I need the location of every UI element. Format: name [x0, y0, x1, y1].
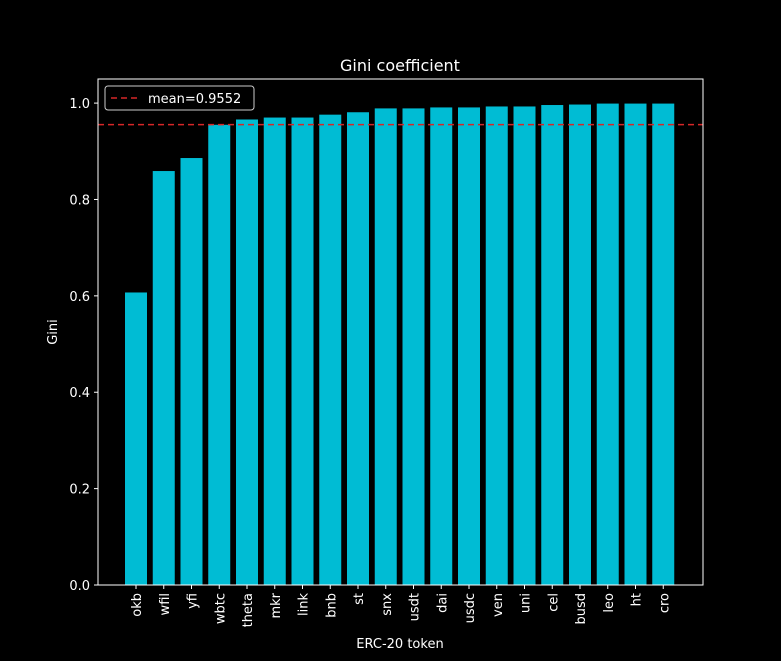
x-tick-label-wfil: wfil: [158, 593, 173, 615]
x-tick-label-wbtc: wbtc: [213, 593, 228, 624]
bar-snx: [374, 108, 397, 586]
bar-busd: [569, 104, 591, 585]
legend: mean=0.9552: [104, 85, 255, 111]
y-tick-label: 0.8: [69, 193, 90, 208]
bar-cro: [652, 103, 675, 585]
bar-ven: [485, 106, 508, 585]
x-tick-label-busd: busd: [574, 593, 589, 625]
y-tick-label: 0.6: [69, 290, 90, 305]
bar-bnb: [319, 114, 342, 585]
bar-yfi: [180, 158, 203, 585]
bar-usdc: [458, 107, 480, 586]
x-tick-label-cro: cro: [657, 593, 672, 613]
x-tick-label-leo: leo: [602, 593, 617, 613]
x-tick-label-snx: snx: [380, 593, 395, 616]
x-tick-label-usdt: usdt: [408, 593, 423, 621]
x-tick-label-okb: okb: [130, 593, 145, 617]
bar-st: [347, 112, 369, 585]
bar-wbtc: [208, 124, 231, 585]
x-tick-label-link: link: [297, 593, 312, 616]
y-tick-label: 0.2: [69, 483, 90, 498]
x-tick-label-uni: uni: [519, 593, 534, 613]
bar-theta: [236, 119, 258, 585]
x-tick-label-st: st: [352, 593, 367, 605]
bar-wfil: [152, 171, 175, 586]
bar-cel: [541, 105, 564, 586]
y-tick-label: 1.0: [69, 97, 90, 112]
bar-ht: [624, 103, 647, 585]
x-tick-label-theta: theta: [241, 593, 256, 627]
bars-layer: [125, 103, 675, 586]
plot-frame: [97, 78, 704, 586]
chart-title: Gini coefficient: [340, 56, 460, 75]
x-tick-label-usdc: usdc: [463, 593, 478, 623]
x-axis-label: ERC-20 token: [356, 637, 443, 652]
y-tick-label: 0.4: [69, 386, 90, 401]
x-tick-label-dai: dai: [435, 593, 450, 613]
bar-usdt: [402, 108, 425, 586]
axes-layer: okb wfil yfi wbtc theta mkr link bnb st snx usdt da…: [69, 78, 704, 627]
x-tick-label-ht: ht: [630, 593, 645, 606]
bar-link: [291, 117, 314, 586]
bar-mkr: [263, 117, 286, 586]
bar-dai: [430, 107, 453, 586]
bar-uni: [513, 106, 536, 585]
x-tick-label-ven: ven: [491, 593, 506, 617]
legend-box: [104, 85, 255, 111]
bar-okb: [125, 292, 147, 585]
legend-label: mean=0.9552: [148, 92, 241, 107]
bar-leo: [596, 103, 619, 585]
x-tick-label-yfi: yfi: [186, 593, 201, 609]
y-tick-label: 0.0: [69, 579, 90, 594]
x-tick-label-bnb: bnb: [324, 593, 339, 618]
x-tick-label-mkr: mkr: [269, 592, 284, 618]
y-axis-label: Gini: [46, 319, 61, 345]
x-tick-label-cel: cel: [546, 593, 561, 612]
